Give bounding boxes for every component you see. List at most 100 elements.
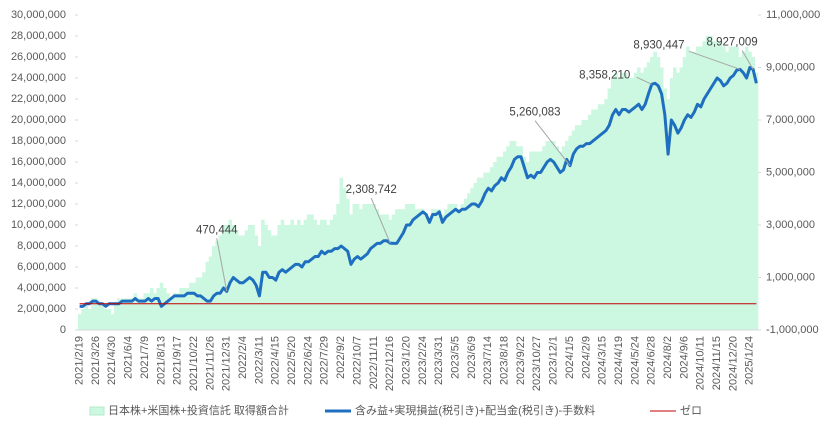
bar bbox=[646, 62, 651, 330]
x-tick-label: 2022/6/24 bbox=[302, 336, 314, 385]
y-tick-label: 14,000,000 bbox=[11, 177, 66, 189]
x-tick-label: 2023/6/9 bbox=[466, 336, 478, 379]
bar bbox=[401, 209, 406, 330]
x-tick-label: 2024/3/15 bbox=[597, 336, 609, 385]
bar bbox=[447, 204, 451, 330]
y2-tick-label: 11,000,000 bbox=[766, 9, 820, 21]
bar bbox=[633, 72, 638, 330]
bar bbox=[355, 204, 360, 330]
bar bbox=[597, 104, 602, 330]
bar bbox=[535, 151, 540, 330]
x-tick-label: 2022/2/4 bbox=[237, 336, 249, 379]
bar bbox=[731, 46, 736, 330]
bar bbox=[87, 309, 92, 330]
bar bbox=[215, 240, 219, 330]
bar bbox=[735, 46, 739, 330]
bar bbox=[640, 72, 644, 330]
bar bbox=[352, 204, 357, 330]
x-tick-label: 2024/5/24 bbox=[629, 336, 641, 385]
bar bbox=[176, 293, 180, 330]
bar bbox=[699, 46, 703, 330]
bar bbox=[552, 141, 556, 330]
legend-label: 日本株+米国株+投資信託 取得額合計 bbox=[108, 403, 289, 417]
bar bbox=[368, 204, 373, 330]
bar bbox=[480, 177, 484, 330]
annotation-leader bbox=[534, 120, 571, 166]
bar bbox=[120, 298, 125, 330]
bar bbox=[166, 293, 170, 330]
bar bbox=[303, 219, 308, 330]
bar bbox=[607, 88, 612, 330]
bar bbox=[728, 46, 733, 330]
bar bbox=[329, 219, 334, 330]
x-tick-label: 2021/7/9 bbox=[139, 336, 151, 379]
y-tick-label: 30,000,000 bbox=[11, 9, 66, 21]
y-tick-label: 6,000,000 bbox=[17, 261, 66, 273]
bar bbox=[267, 230, 272, 330]
bar bbox=[182, 288, 187, 330]
bar bbox=[496, 156, 501, 330]
x-tick-label: 2023/7/14 bbox=[482, 336, 494, 385]
bar bbox=[408, 204, 412, 330]
bar bbox=[604, 99, 608, 330]
bar bbox=[411, 204, 416, 330]
x-tick-label: 2021/9/17 bbox=[172, 336, 184, 385]
y-tick-label: 0 bbox=[60, 324, 66, 336]
bar bbox=[588, 114, 592, 330]
bar bbox=[581, 120, 586, 330]
bar bbox=[558, 151, 563, 330]
bar bbox=[686, 46, 690, 330]
bar bbox=[149, 288, 154, 330]
bar bbox=[522, 156, 527, 330]
bar bbox=[391, 214, 396, 330]
bar bbox=[653, 51, 657, 330]
bar bbox=[372, 204, 376, 330]
bar bbox=[395, 209, 399, 330]
x-tick-label: 2024/12/20 bbox=[727, 336, 739, 391]
bar bbox=[669, 78, 674, 330]
x-tick-label: 2025/1/24 bbox=[744, 336, 756, 385]
bar bbox=[169, 298, 174, 330]
bar bbox=[450, 204, 455, 330]
annotation: 8,927,009 bbox=[707, 36, 758, 48]
bar bbox=[84, 303, 89, 330]
x-tick-label: 2023/3/31 bbox=[433, 336, 445, 385]
bar bbox=[679, 67, 684, 330]
bar bbox=[365, 204, 370, 330]
bar bbox=[104, 309, 108, 330]
bar bbox=[463, 198, 468, 330]
x-tick-label: 2022/4/15 bbox=[270, 336, 282, 385]
annotation: 2,308,742 bbox=[346, 184, 397, 196]
bar bbox=[614, 72, 618, 330]
x-tick-label: 2022/9/2 bbox=[335, 336, 347, 379]
bar bbox=[695, 46, 700, 330]
x-tick-label: 2021/11/26 bbox=[204, 336, 216, 390]
bar bbox=[676, 72, 680, 330]
y2-tick-label: 9,000,000 bbox=[766, 61, 815, 73]
bar bbox=[637, 67, 641, 330]
x-tick-label: 2024/9/6 bbox=[678, 336, 690, 379]
bar bbox=[283, 225, 288, 330]
bar bbox=[274, 235, 278, 330]
x-tick-label: 2022/11/11 bbox=[368, 336, 380, 389]
annotation-leader bbox=[688, 50, 741, 70]
bar bbox=[725, 51, 729, 330]
x-tick-label: 2024/6/28 bbox=[646, 336, 658, 385]
bar bbox=[130, 298, 134, 330]
bar bbox=[689, 51, 693, 330]
bar bbox=[110, 314, 115, 330]
bar bbox=[476, 177, 481, 330]
bar bbox=[434, 209, 438, 330]
bar bbox=[754, 72, 759, 330]
bar bbox=[489, 167, 494, 330]
bar bbox=[143, 293, 147, 330]
bar bbox=[470, 188, 474, 330]
bar bbox=[512, 141, 517, 330]
bar bbox=[123, 298, 128, 330]
x-tick-label: 2023/8/18 bbox=[499, 336, 511, 385]
bar bbox=[440, 214, 445, 330]
y-tick-label: 4,000,000 bbox=[17, 282, 66, 294]
annotation-leader bbox=[741, 50, 754, 70]
bar bbox=[251, 225, 255, 330]
